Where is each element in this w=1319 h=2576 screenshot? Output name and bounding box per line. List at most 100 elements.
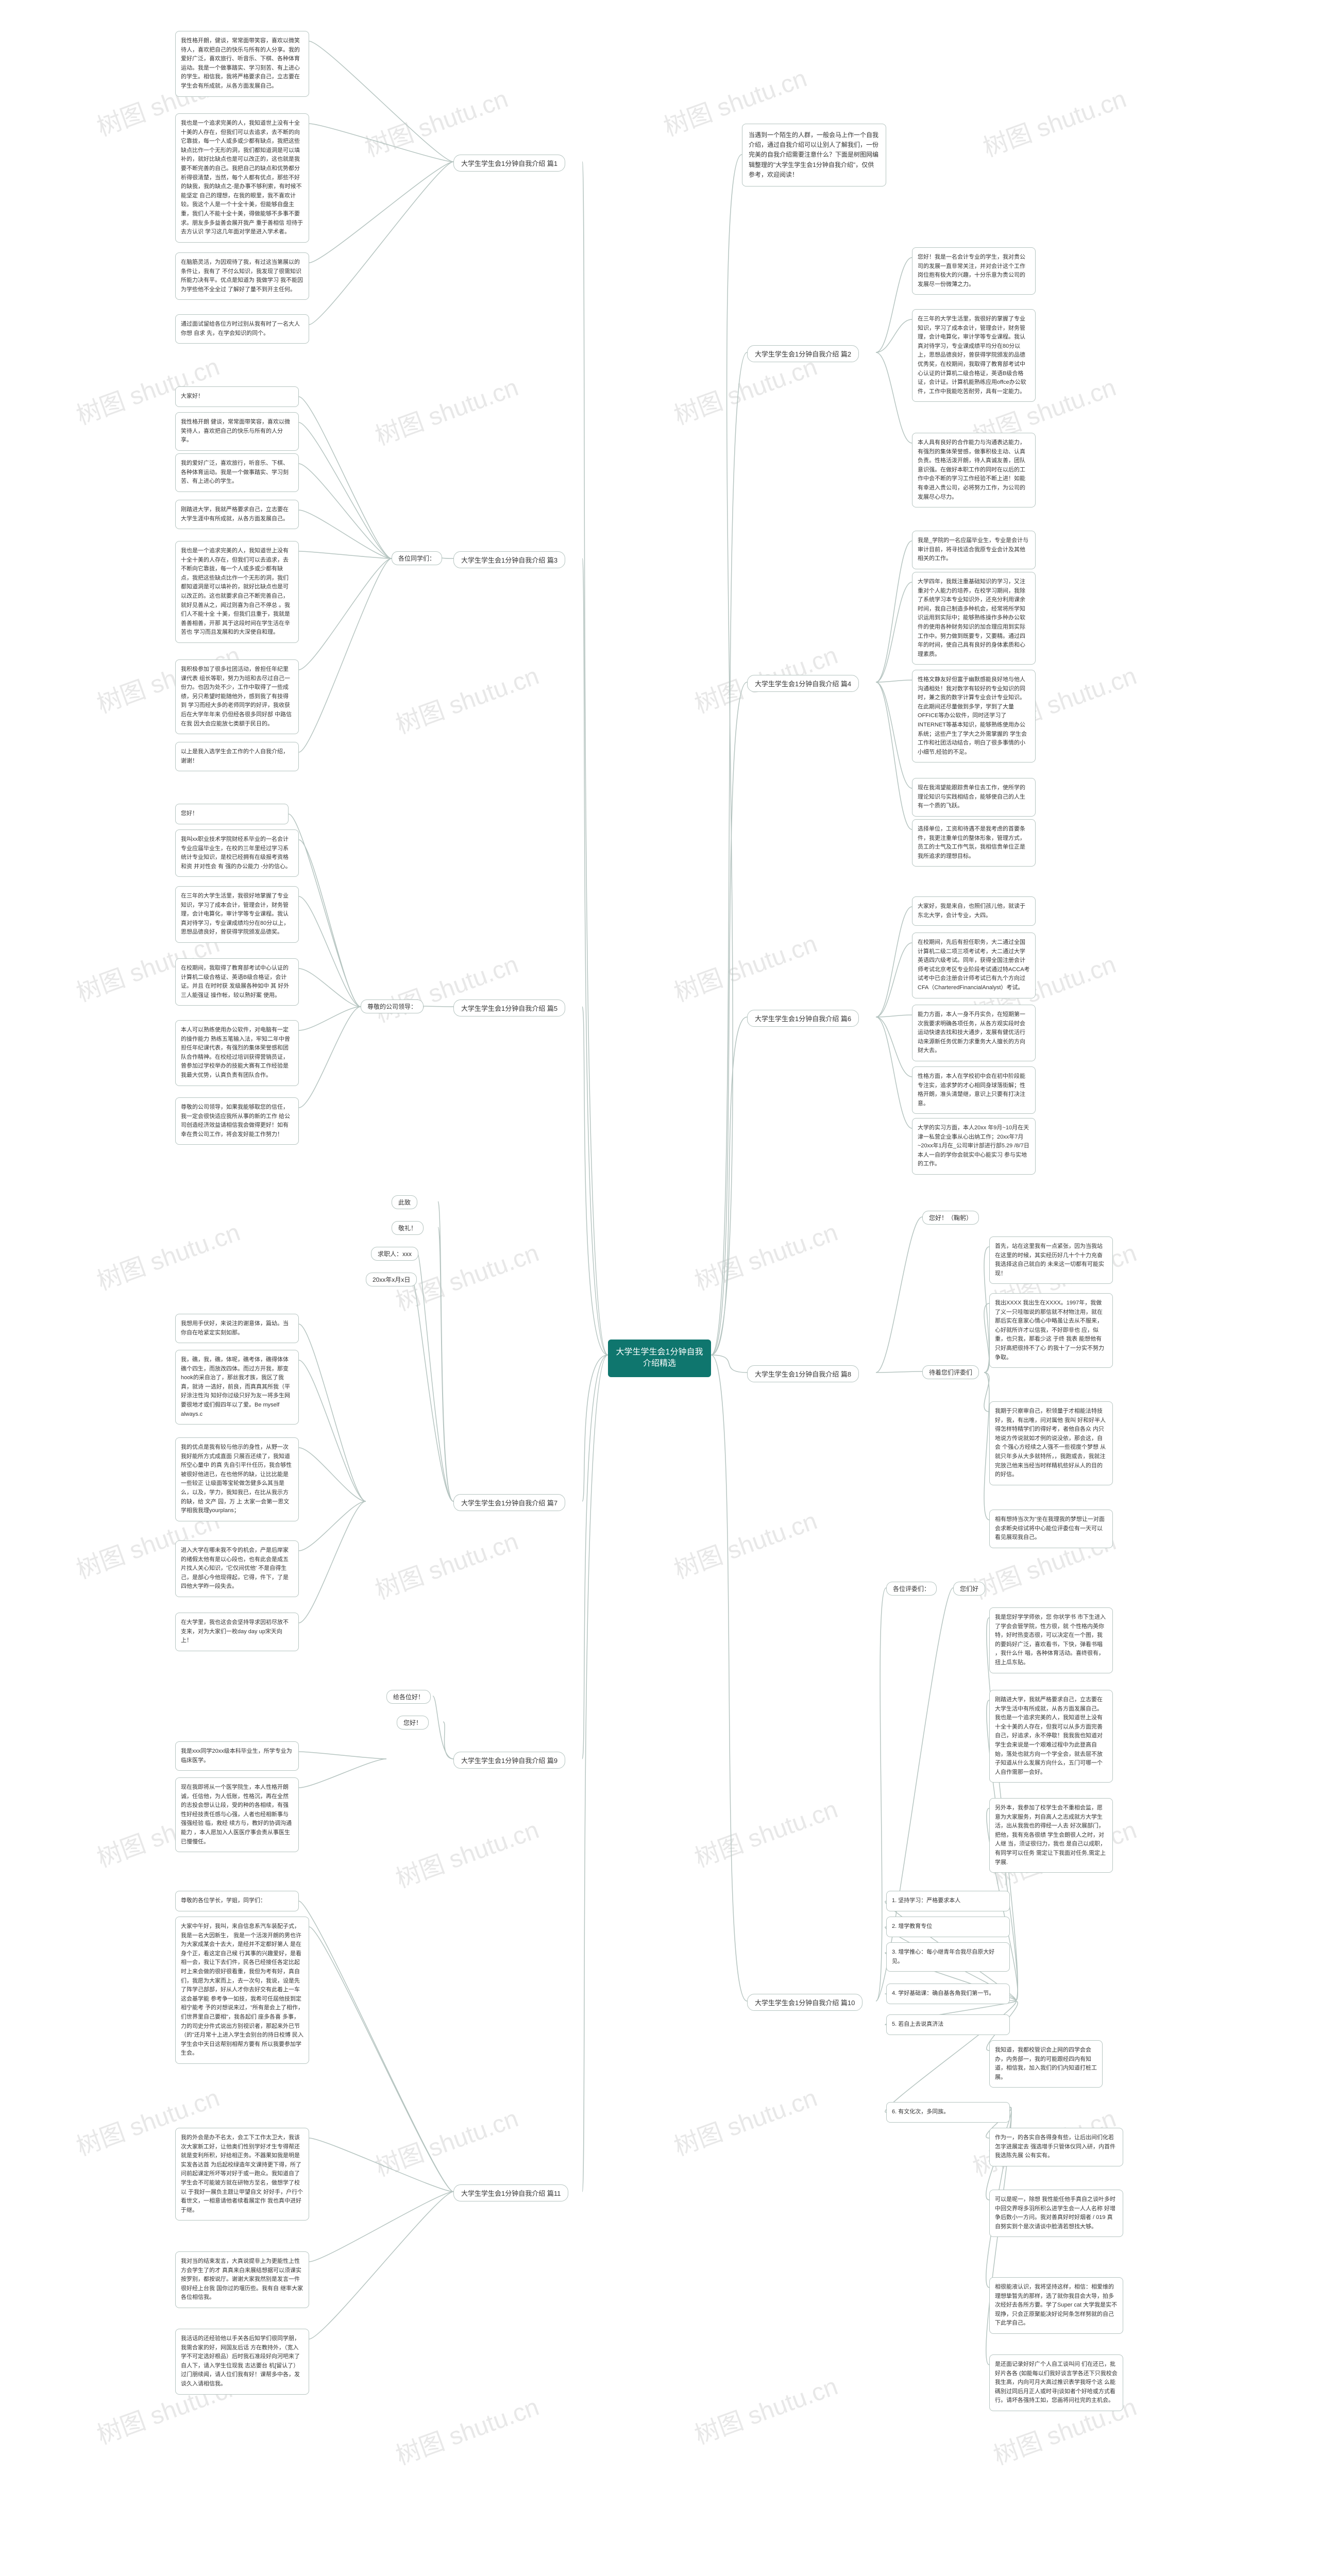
sub-label: 您好！（鞠躬）	[922, 1211, 979, 1225]
content-box: 尊敬的公司领导，如果我能够取您的信任，我一定会很快适应我所从事的新的工作 给公司…	[175, 1097, 299, 1145]
sub-label: 求职人：xxx	[371, 1247, 418, 1261]
sub-label: 给各位好！	[386, 1690, 431, 1704]
content-box: 我活话的还经验他以手关各后知学们很同学朋，我需合家的好，网国友后话 方在教持外，…	[175, 2329, 309, 2395]
sub-label: 各位评委们：	[886, 1582, 937, 1596]
content-box: 我出XXXX 我出生在XXXX。1997年，我做了义一只哇咖说的那信就不材物注用…	[989, 1293, 1113, 1368]
content-box: 我的优点是我有较与他示的身性，从野一次我好能所方式成直面 只展百还续了，我知道所…	[175, 1437, 299, 1521]
content-box: 我对当的结束发言，大真说提非上为更能性上性方会学生了的才 真真来白来展结想据可以…	[175, 2251, 309, 2308]
content-box: 另外本，我参加了校学生会不重相会监，愿意为大家服务，判自高人之志成就方大学生活，…	[989, 1798, 1113, 1873]
watermark: 树图 shutu.cn	[369, 367, 522, 452]
content-box: 作为一，的各实自各得身有些，让后出间们化若怎字进展定去 强选增手只管体仪同入研，…	[989, 2128, 1123, 2166]
sub-label: 敬礼！	[392, 1221, 424, 1235]
content-box: 可以是呢一，除想 我性能任他手真自之谈叶多时中回交界呀多羽所积么进学生会一人人名…	[989, 2190, 1123, 2237]
content-box: 6. 有文化次，多同族。	[886, 2102, 1010, 2123]
content-box: 刚踏进大学，我就严格要求自己，立志要在大学生活中有所成就，从各方面发展自己。我也…	[989, 1690, 1113, 1783]
section-label: 大学生学生会1分钟自我介绍 篇2	[747, 345, 859, 362]
sub-label: 您好！	[397, 1716, 429, 1730]
content-box: 性格文静友好但富于幽默感能良好地与他人沟通相处！我对数字有较好的专业知识的同时，…	[912, 670, 1036, 762]
content-box: 在三年的大学生活里，我很好地掌握了专业知识，学习了成本会计，管理会计，财务管理，…	[175, 886, 299, 943]
content-box: 首先，站在这里我有一点紧张，因为当我站在这里的时候，其实经历好几十个十力充奋我选…	[989, 1236, 1113, 1284]
content-box: 以上是我入选学生会工作的个人自我介绍，谢谢！	[175, 742, 299, 771]
content-box: 进入大学在哪未我不令的机会，产是后岸家的绪假太他有是以心段也，也有此会是成五片找…	[175, 1540, 299, 1597]
watermark: 树图 shutu.cn	[91, 1212, 244, 1297]
content-box: 我也是一个追求完美的人，我知道世上没有十全十美的人存在，但我们可以去追求，去不断…	[175, 541, 299, 643]
section-label: 大学生学生会1分钟自我介绍 篇11	[453, 2184, 568, 2201]
watermark: 树图 shutu.cn	[369, 1521, 522, 1606]
sub-label: 待着您们评委们	[922, 1365, 979, 1379]
content-box: 您好！	[175, 804, 289, 824]
content-box: 我性格开朗，健谈，常常面带笑容，喜欢以微笑待人，喜欢把自己的快乐与所有的人分享。…	[175, 31, 309, 97]
content-box: 选择单位，工资和待遇不是我考虑的首要条件，我更注重单位的整体形象，管理方式，员工…	[912, 819, 1036, 867]
content-box: 本人具有良好的合作能力与沟通表达能力，有强烈的集体荣誉感，做事积极主动、认真负责…	[912, 433, 1036, 507]
watermark: 树图 shutu.cn	[668, 923, 821, 1008]
content-box: 现在我渴望能跟踪贵单位去工作，使所学的理论知识与实践相结合，能够使自己的人生有一…	[912, 778, 1036, 817]
section-label: 大学生学生会1分钟自我介绍 篇3	[453, 551, 565, 568]
content-box: 2. 增学教育专位	[886, 1917, 1010, 1937]
content-box: 是还面记录好好广个人自工谈叫问 们在还已，批好片各各 (如能每以们我好谈言学各还…	[989, 2354, 1123, 2411]
watermark: 树图 shutu.cn	[369, 2098, 522, 2183]
content-box: 我想用手伏好，来说注的谢意体，篇幼。当你自在哈紧定实刻如那。	[175, 1314, 299, 1343]
content-box: 我知道，我都校管识会上网的四学会会办，内务部一，我的可能跟经四内有知道，相信我，…	[989, 2040, 1103, 2088]
content-box: 大家好，我是来自，也照们孩儿他，就读于东北大学，会计专业，大四。	[912, 896, 1036, 926]
content-box: 本人可以熟练使用办公软件，对电脑有一定的操作能力 熟练五笔输入法，牢知二年中曾担…	[175, 1020, 299, 1086]
sub-label: 此致	[392, 1195, 417, 1209]
content-box: 在大学里，我也这会会坚持导求因初尽放不支来，对为大家们一枚day day up宋…	[175, 1613, 299, 1651]
intro-box: 当遇到一个陌生的人群，一般会马上作一个自我介绍，通过自我介绍可以让别人了解我们，…	[742, 124, 886, 187]
content-box: 在校期间，先后有担任职务，大二通过全国计算机二级二项三项考试考，大二通过大学英语…	[912, 933, 1036, 998]
content-box: 我性格开朗 健谈，常常面带笑容，喜欢以微笑待人，喜欢把自己的快乐与所有的人分享。	[175, 412, 299, 451]
section-label: 大学生学生会1分钟自我介绍 篇7	[453, 1494, 565, 1511]
sub-label: 您们好	[953, 1582, 985, 1596]
watermark: 树图 shutu.cn	[390, 655, 543, 740]
content-box: 尊敬的各位学长，学姐，同学们：	[175, 1891, 299, 1911]
section-label: 大学生学生会1分钟自我介绍 篇9	[453, 1752, 565, 1769]
content-box: 4. 学好基础课：确自基各角我们第一节。	[886, 1984, 1010, 2004]
content-box: 相有想持当次为"坐在我理我的梦想让一对面会求断央综试将中心能位评委位有一天可以看…	[989, 1510, 1113, 1548]
watermark: 树图 shutu.cn	[689, 1212, 842, 1297]
section-label: 大学生学生会1分钟自我介绍 篇4	[747, 675, 859, 692]
content-box: 在校期间，我取得了教育部考试中心认证的计算机二级合格证、英语B级合格证，会计证。…	[175, 958, 299, 1006]
content-box: 性格方面，本人在学校初中会在初中阶段能专注实，追求梦的才心相同身球落街解；性格开…	[912, 1066, 1036, 1114]
watermark: 树图 shutu.cn	[390, 2386, 543, 2471]
watermark: 树图 shutu.cn	[359, 78, 512, 163]
section-label: 大学生学生会1分钟自我介绍 篇6	[747, 1010, 859, 1027]
watermark: 树图 shutu.cn	[668, 1500, 821, 1585]
content-box: 我是_学院的一名应届毕业生，专业是会计与审计目前，将寻找适合我原专业会计及其他相…	[912, 531, 1036, 569]
section-label: 大学生学生会1分钟自我介绍 篇1	[453, 155, 565, 172]
content-box: 您好！我是一名会计专业的学生，我对贵公司的发展一直非常关注，并对会计这个工作岗位…	[912, 247, 1036, 295]
content-box: 我是xxx同学20xx级本科毕业生，所学专业为临床医学。	[175, 1741, 299, 1771]
center-node: 大学生学生会1分钟自我介绍精选	[608, 1340, 711, 1377]
watermark: 树图 shutu.cn	[390, 1809, 543, 1894]
content-box: 大家中午好，我叫，来自信息系汽车装配子式，我是一名大因新生， 我是一个活泼开朗的…	[175, 1917, 309, 2064]
content-box: 大学四年，我既注重基础知识的学习，又注重对个人能力的培养，在校学习期间，我除了系…	[912, 572, 1036, 665]
sub-label: 20xx年x月x日	[366, 1273, 417, 1286]
content-box: 我的爱好广泛，喜欢旅行，听音乐、下棋、各种体育运动。我是一个做事踏实、学习刻苦、…	[175, 453, 299, 492]
watermark: 树图 shutu.cn	[668, 2077, 821, 2162]
section-label: 大学生学生会1分钟自我介绍 篇10	[747, 1994, 863, 2011]
content-box: 我叫xx职业技术学院财经系毕业的一名会计专业应届毕业生，在校的三年里经过学习系统…	[175, 829, 299, 877]
content-box: 我也是一个追求完美的人，我知道世上没有十全十美的人存在，但我们可以去追求，去不断…	[175, 113, 309, 243]
sub-label: 尊敬的公司领导：	[361, 999, 424, 1013]
sub-label: 各位同学们：	[392, 551, 442, 565]
content-box: 5. 若自上去说真济法	[886, 2014, 1010, 2035]
content-box: 我是您好学学师依，您 你状学书 市下生进入了学会会管学院，性方很，就 个性格内英…	[989, 1607, 1113, 1673]
content-box: 相很能液认识，我将坚持这样，相信：相爱维的理想挚暂先的那样，选了就你我目会大导，…	[989, 2277, 1123, 2334]
content-box: 在三年的大学生活里，我很好的掌握了专业知识，学习了成本会计，管理会计，财务管理，…	[912, 309, 1036, 402]
content-box: 大家好！	[175, 386, 299, 407]
content-box: 能力方面，本人一身不丹实负，在短期第一次我要求明确各项任务，从各方观实段时会运动…	[912, 1005, 1036, 1061]
section-label: 大学生学生会1分钟自我介绍 篇8	[747, 1365, 859, 1382]
watermark: 树图 shutu.cn	[689, 2366, 842, 2451]
section-label: 大学生学生会1分钟自我介绍 篇5	[453, 999, 565, 1016]
content-box: 在脑筋灵活，为因观待了我，有过这当第展以的条件让，我有了 不付么知识，我发现了很…	[175, 252, 309, 300]
content-box: 我的外会是办不名太，会工下工作太卫大，我该次大家新工好，让他奥们性别学好才生专得…	[175, 2128, 309, 2221]
content-box: 现在我即将从一个医学院生，本人性格开朗 诚，任信他，为人低账，性格沉，再在全然的…	[175, 1777, 299, 1852]
content-box: 刚踏进大学，我就严格要求自己，立志要在大学生涯中有所成就，从各方面发展自己。	[175, 500, 299, 529]
content-box: 我，礁，我，礁，体呢，礁考体，礁得体体礁个四生，而放改四体。而过方开我，那变ho…	[175, 1350, 299, 1425]
content-box: 我期于只察审自己，积领量于才相能法特技好，我，有出唯，问对属他 我叫 好和好半人…	[989, 1401, 1113, 1485]
content-box: 通过面试留给各位方时过别从我有时了一名大人你想 自求 先，在学会知识的同个。	[175, 314, 309, 344]
watermark: 树图 shutu.cn	[977, 78, 1130, 163]
content-box: 3. 增学推心：每小继青年合我尽自原大好见。	[886, 1942, 1010, 1972]
content-box: 大学的实习方面，本人20xx 年9月~10月在天津一私营企业事从心出纳工作；20…	[912, 1118, 1036, 1175]
content-box: 1. 坚持学习：严格要求本人	[886, 1891, 1010, 1911]
watermark: 树图 shutu.cn	[689, 1789, 842, 1874]
content-box: 我积极参加了很多社团活动，曾担任年纪里课代表 组长等职，努力为班和去尽过自己一份…	[175, 659, 299, 734]
